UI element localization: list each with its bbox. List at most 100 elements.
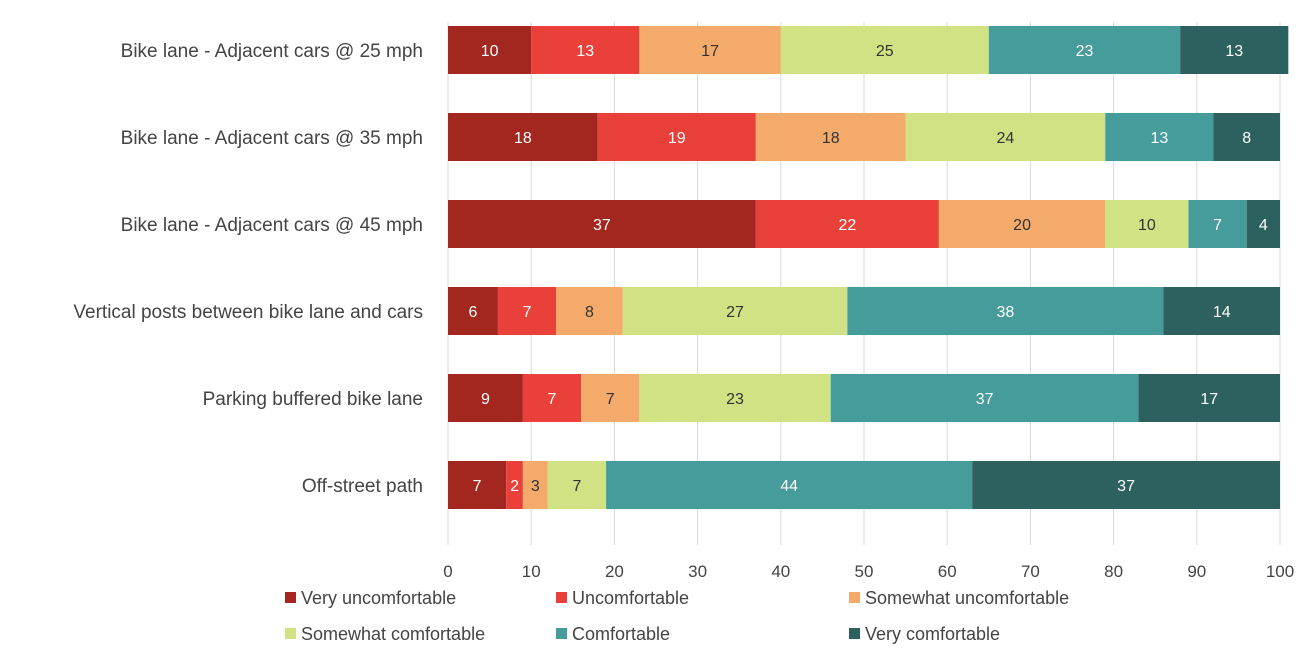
bar-segment	[755, 113, 906, 161]
legend-item: Somewhat comfortable	[285, 624, 485, 644]
bar-segment	[972, 461, 1280, 509]
data-label: 6	[469, 304, 478, 321]
bar-segment	[531, 26, 640, 74]
bar-segment	[1188, 200, 1247, 248]
data-label: 4	[1259, 217, 1268, 234]
bar-segment	[755, 200, 939, 248]
data-label: 13	[576, 43, 594, 60]
category-label: Bike lane - Adjacent cars @ 25 mph	[121, 41, 423, 62]
bar-segment	[448, 461, 507, 509]
bar-segment	[1180, 26, 1289, 74]
bar-segment	[830, 374, 1139, 422]
data-label: 8	[585, 304, 594, 321]
data-label: 17	[701, 43, 719, 60]
category-labels: Bike lane - Adjacent cars @ 25 mph Bike l…	[73, 41, 423, 497]
category-label: Vertical posts between bike lane and car…	[73, 302, 423, 323]
bar-segment	[1213, 113, 1280, 161]
data-label: 7	[473, 478, 482, 495]
data-label: 10	[481, 43, 499, 60]
data-label: 37	[976, 391, 994, 408]
data-label: 13	[1150, 130, 1168, 147]
bar-segment	[988, 26, 1181, 74]
bar-segment	[780, 26, 989, 74]
bar-segment	[581, 374, 640, 422]
category-label: Bike lane - Adjacent cars @ 45 mph	[121, 215, 423, 236]
data-label: 7	[573, 478, 582, 495]
bar-segment	[1246, 200, 1280, 248]
bar-segment	[639, 26, 781, 74]
x-tick-label: 50	[855, 562, 874, 581]
x-tick-label: 40	[771, 562, 790, 581]
x-tick-label: 0	[443, 562, 452, 581]
legend: Very uncomfortable Uncomfortable Somewhat …	[285, 588, 1069, 644]
bar-segment	[448, 287, 498, 335]
data-label: 14	[1213, 304, 1231, 321]
data-label: 23	[1076, 43, 1094, 60]
bar-segment	[522, 461, 548, 509]
data-label: 18	[822, 130, 840, 147]
gridlines	[447, 22, 1281, 545]
legend-item: Very comfortable	[849, 624, 1000, 644]
legend-item: Somewhat uncomfortable	[849, 588, 1069, 608]
legend-swatch	[849, 628, 860, 639]
x-tick-label: 80	[1104, 562, 1123, 581]
legend-swatch	[285, 628, 296, 639]
data-label: 38	[997, 304, 1015, 321]
legend-swatch	[556, 628, 567, 639]
data-label: 44	[780, 478, 798, 495]
data-label: 2	[510, 478, 519, 495]
category-label: Parking buffered bike lane	[203, 389, 423, 410]
data-label: 25	[876, 43, 894, 60]
legend-label: Comfortable	[572, 624, 670, 644]
x-axis-ticks: 0 10 20 30 40 50 60 70 80 90 100	[443, 562, 1294, 581]
bar-segment	[497, 287, 557, 335]
data-label: 10	[1138, 217, 1156, 234]
data-label: 18	[514, 130, 532, 147]
bar-segment	[522, 374, 582, 422]
bar-segment	[847, 287, 1164, 335]
legend-swatch	[285, 592, 296, 603]
legend-label: Somewhat uncomfortable	[865, 588, 1069, 608]
bar-segment	[1105, 113, 1214, 161]
data-label: 19	[668, 130, 686, 147]
legend-item: Uncomfortable	[556, 588, 689, 608]
data-label: 7	[606, 391, 615, 408]
data-label: 37	[1117, 478, 1135, 495]
data-label: 20	[1013, 217, 1031, 234]
data-label: 7	[1213, 217, 1222, 234]
data-label: 27	[726, 304, 744, 321]
bar-segment	[1138, 374, 1280, 422]
bar-segment	[448, 113, 598, 161]
data-label: 8	[1242, 130, 1251, 147]
bar-segment	[606, 461, 973, 509]
data-label: 24	[997, 130, 1015, 147]
data-label: 7	[523, 304, 532, 321]
category-label: Off-street path	[302, 476, 423, 497]
x-tick-label: 30	[688, 562, 707, 581]
bar-segment	[448, 374, 523, 422]
data-label: 7	[548, 391, 557, 408]
data-label: 37	[593, 217, 611, 234]
bar-segment	[622, 287, 848, 335]
legend-item: Comfortable	[556, 624, 670, 644]
legend-label: Somewhat comfortable	[301, 624, 485, 644]
bar-segment	[556, 287, 623, 335]
data-label: 3	[531, 478, 540, 495]
x-tick-label: 70	[1021, 562, 1040, 581]
legend-label: Uncomfortable	[572, 588, 689, 608]
bar-segment	[938, 200, 1106, 248]
bar-segment	[506, 461, 523, 509]
legend-label: Very uncomfortable	[301, 588, 456, 608]
legend-item: Very uncomfortable	[285, 588, 456, 608]
x-tick-label: 60	[938, 562, 957, 581]
data-label: 22	[838, 217, 856, 234]
bar-segment	[1163, 287, 1280, 335]
x-tick-label: 20	[605, 562, 624, 581]
legend-swatch	[849, 592, 860, 603]
x-tick-label: 10	[522, 562, 541, 581]
data-label: 23	[726, 391, 744, 408]
bar-segment	[905, 113, 1106, 161]
x-tick-label: 100	[1266, 562, 1294, 581]
